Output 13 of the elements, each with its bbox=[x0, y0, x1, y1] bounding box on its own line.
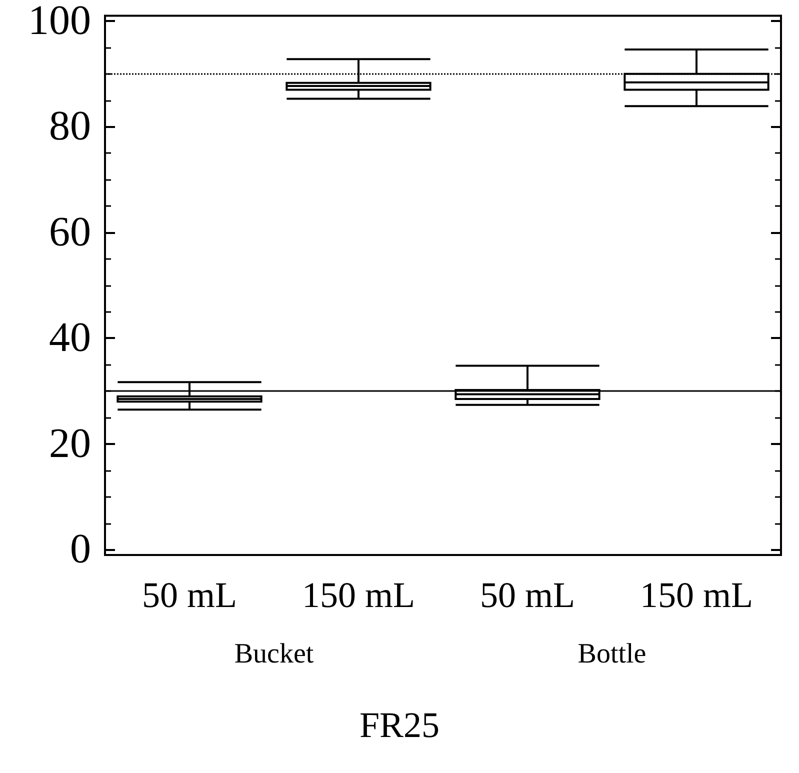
x-tick-label: 150 mL bbox=[640, 575, 753, 615]
x-tick-label: 50 mL bbox=[142, 575, 237, 615]
x-tick-label: 150 mL bbox=[302, 575, 415, 615]
text: FR25 bbox=[359, 705, 440, 745]
text: Bucket bbox=[234, 638, 314, 670]
y-tick-label: 40 bbox=[49, 315, 91, 362]
y-tick-label: 20 bbox=[49, 420, 91, 467]
y-tick-label: 0 bbox=[70, 526, 91, 573]
text: Bottle bbox=[578, 638, 646, 670]
y-tick-label: 60 bbox=[49, 209, 91, 256]
y-tick-label: 80 bbox=[49, 104, 91, 150]
y-tick-label: 100 bbox=[28, 0, 91, 44]
x-tick-label: 50 mL bbox=[480, 575, 575, 615]
